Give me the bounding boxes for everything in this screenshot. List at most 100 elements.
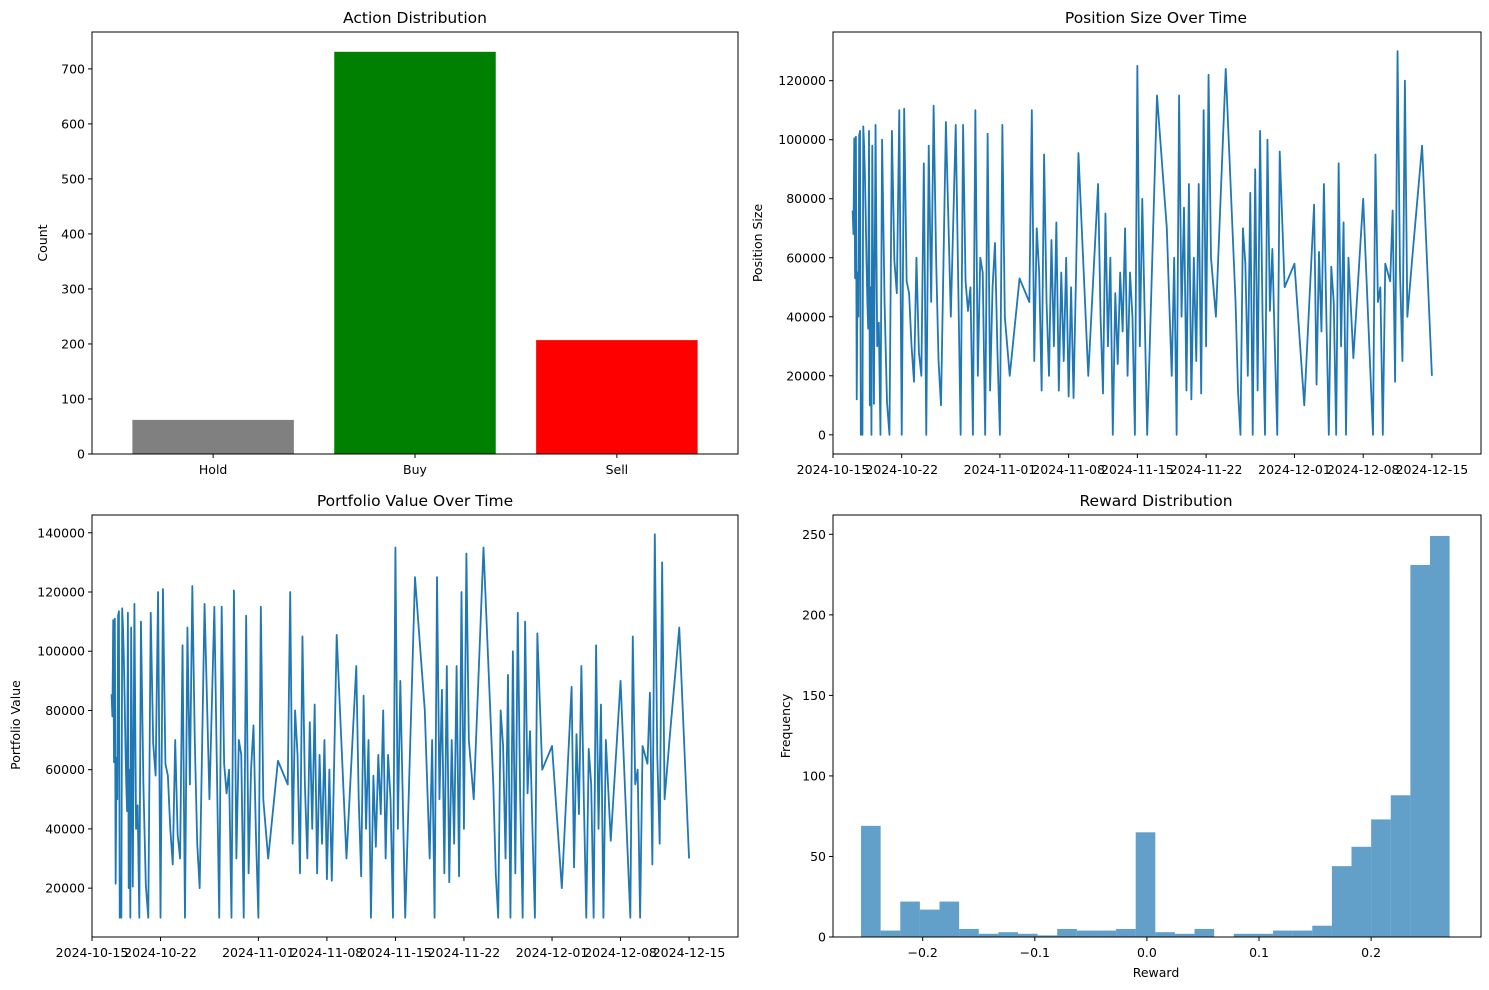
bar-buy [334,51,496,455]
x-axis-label: Reward [1133,965,1180,980]
y-tick-label: 500 [61,171,85,186]
y-tick-label: 120000 [778,73,826,88]
series-line [110,533,690,919]
histogram-bar [1076,930,1097,937]
y-tick-label: 400 [61,226,85,241]
y-tick-label: 60000 [45,762,85,777]
histogram-bar [939,901,960,937]
x-tick-label: 2024-11-01 [222,945,295,960]
histogram-bar [1116,928,1136,937]
bar-hold [132,419,294,454]
histogram-bar [1371,819,1391,937]
histogram-bar [1292,930,1313,937]
y-tick-label: 100000 [37,644,85,659]
histogram-bar [1410,564,1430,937]
action-distribution-chart: Action Distribution Count 0 100 200 300 400 5… [35,9,739,477]
histogram-bar [978,933,999,937]
y-tick-label: 0 [818,930,826,945]
reward-distribution-chart: Reward Distribution Frequency Reward 0 50… [778,492,1482,980]
histogram-bar [1057,928,1077,937]
chart-title: Reward Distribution [1079,492,1232,510]
x-tick-label: −0.1 [1020,945,1050,960]
y-tick-label: 140000 [37,525,85,540]
y-tick-label: 20000 [45,881,85,896]
x-tick-label: 2024-11-08 [291,945,364,960]
histogram-bar [1390,795,1411,937]
histogram-bar [1194,928,1215,937]
y-tick-label: 20000 [786,368,826,383]
histogram-bar [1155,932,1175,937]
x-tick-label: −0.2 [908,945,938,960]
series-line [851,50,1433,436]
histogram-bar [861,825,881,937]
plot-frame [91,514,739,938]
x-tick-label: 2024-12-08 [584,945,657,960]
x-tick-label: 0.1 [1249,945,1269,960]
histogram-bar [1037,935,1058,937]
x-tick-label: 2024-12-15 [653,945,726,960]
histogram-bar [1273,930,1293,937]
x-tick-label: Hold [199,462,227,477]
y-tick-label: 250 [802,527,826,542]
plot-frame [832,514,1482,938]
histogram-bar [998,932,1018,937]
y-tick-label: 40000 [786,309,826,324]
x-tick-label: 2024-11-15 [359,945,432,960]
chart-title: Action Distribution [343,9,487,27]
y-tick-label: 100000 [778,132,826,147]
y-axis-label: Frequency [778,693,793,758]
histogram-bar [1135,832,1156,937]
y-tick-label: 700 [61,61,85,76]
x-tick-label: 0.0 [1137,945,1157,960]
y-tick-label: 80000 [786,191,826,206]
y-tick-label: 40000 [45,821,85,836]
bar-sell [536,340,698,454]
histogram-bar [1096,930,1117,937]
x-tick-label: Buy [403,462,427,477]
histogram-bar [1253,933,1274,937]
x-tick-label: 2024-10-15 [797,462,870,477]
x-tick-label: 2024-11-22 [1170,462,1243,477]
portfolio-value-chart: Portfolio Value Over Time Portfolio Valu… [8,492,739,960]
histogram-bar [1429,535,1450,937]
histogram-bar [959,928,979,937]
y-tick-label: 0 [77,447,85,462]
x-tick-label: 2024-12-01 [516,945,589,960]
histogram-bar [1174,933,1195,937]
histogram-bar [900,901,920,937]
y-tick-label: 150 [802,688,826,703]
y-tick-label: 120000 [37,584,85,599]
y-axis-label: Count [35,224,50,261]
chart-title: Portfolio Value Over Time [317,492,513,510]
x-tick-label: 2024-11-15 [1101,462,1174,477]
histogram-bar [1017,933,1038,937]
y-tick-label: 100 [802,768,826,783]
y-tick-label: 60000 [786,250,826,265]
x-tick-label: 2024-11-01 [964,462,1037,477]
x-tick-label: 2024-12-08 [1327,462,1400,477]
x-tick-label: 2024-10-15 [56,945,129,960]
histogram-bar [880,930,901,937]
chart-title: Position Size Over Time [1065,9,1247,27]
x-tick-label: Sell [606,462,629,477]
plot-frame [832,31,1482,455]
histogram-bar [1351,846,1372,937]
y-tick-label: 80000 [45,703,85,718]
y-tick-label: 0 [818,427,826,442]
x-tick-label: 2024-11-08 [1032,462,1105,477]
y-axis-label: Position Size [750,204,765,283]
x-tick-label: 2024-12-01 [1258,462,1331,477]
x-tick-label: 2024-10-22 [124,945,197,960]
x-tick-label: 2024-10-22 [865,462,938,477]
histogram-bar [1331,866,1352,937]
x-tick-label: 2024-12-15 [1396,462,1469,477]
y-axis-label: Portfolio Value [8,680,23,770]
histogram-bar [1233,933,1254,937]
x-tick-label: 2024-11-22 [428,945,501,960]
y-tick-label: 50 [810,849,826,864]
y-tick-label: 200 [802,607,826,622]
y-tick-label: 300 [61,281,85,296]
histogram-bar [919,909,940,937]
y-tick-label: 100 [61,391,85,406]
